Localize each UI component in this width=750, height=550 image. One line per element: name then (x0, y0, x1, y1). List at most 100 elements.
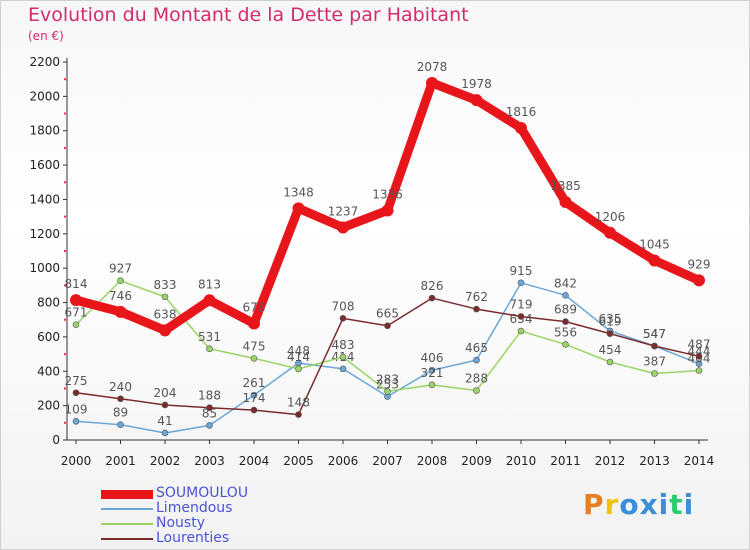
data-point (693, 274, 705, 287)
data-label: 638 (154, 307, 177, 321)
data-label: 475 (243, 339, 266, 353)
data-label: 1348 (283, 185, 314, 199)
data-point (203, 294, 216, 307)
data-label: 414 (287, 350, 310, 364)
y-minor-tick (64, 146, 66, 149)
logo-letter: x (639, 488, 659, 521)
data-point (206, 422, 213, 429)
data-point (606, 330, 614, 337)
data-label: 1237 (328, 204, 359, 218)
data-label: 915 (510, 264, 533, 278)
chart-subtitle: (en €) (28, 29, 64, 43)
data-label: 814 (65, 277, 88, 291)
data-point (206, 345, 213, 353)
data-point (473, 356, 480, 364)
data-point (114, 305, 127, 318)
data-label: 842 (554, 276, 577, 290)
y-tick-label: 1600 (29, 158, 60, 172)
data-point (515, 121, 527, 134)
x-tick-label: 2001 (105, 454, 136, 468)
data-point (517, 313, 525, 320)
data-point (559, 196, 572, 209)
data-label: 253 (376, 378, 399, 392)
data-point (72, 417, 80, 425)
y-tick-label: 2000 (29, 89, 60, 103)
data-point (117, 421, 124, 429)
data-point (117, 395, 124, 403)
data-point (159, 324, 171, 337)
data-label: 483 (332, 338, 355, 352)
data-label: 619 (599, 315, 622, 329)
y-minor-tick (64, 421, 66, 424)
data-label: 746 (109, 289, 132, 303)
x-tick-label: 2008 (417, 454, 448, 468)
data-label: 454 (599, 343, 622, 357)
data-label: 1336 (372, 187, 403, 201)
data-point (206, 404, 213, 411)
y-minor-tick (64, 78, 66, 81)
data-label: 531 (198, 330, 221, 344)
data-point (517, 327, 525, 335)
data-label: 826 (421, 279, 444, 293)
data-point (470, 94, 483, 107)
data-label: 813 (198, 277, 221, 291)
y-minor-tick (64, 353, 66, 356)
data-point (339, 353, 347, 361)
data-label: 762 (465, 290, 488, 304)
data-label: 556 (554, 325, 577, 339)
data-label: 321 (421, 366, 444, 380)
data-label: 448 (287, 344, 310, 358)
chart-title: Evolution du Montant de la Dette par Hab… (28, 4, 469, 26)
data-label: 148 (287, 396, 310, 410)
data-label: 927 (109, 262, 132, 276)
data-point (161, 293, 169, 301)
x-tick-label: 2007 (372, 454, 403, 468)
data-label: 261 (243, 376, 266, 390)
y-minor-tick (64, 284, 66, 287)
y-tick-label: 0 (52, 433, 60, 447)
logo-letter: r (604, 488, 620, 521)
data-label: 671 (65, 306, 88, 320)
x-tick-label: 2012 (595, 454, 626, 468)
data-point (250, 406, 258, 414)
data-label: 719 (510, 297, 533, 311)
data-label: 689 (554, 303, 577, 317)
data-label: 1206 (595, 210, 626, 224)
legend-label: Nousty (156, 515, 205, 531)
data-point (517, 279, 525, 287)
data-label: 1385 (550, 179, 581, 193)
data-point (562, 341, 569, 348)
data-label: 188 (198, 389, 221, 403)
data-point (648, 254, 661, 267)
data-label: 1816 (506, 105, 537, 119)
proxiti-logo: Proxiti (583, 488, 694, 521)
data-label: 275 (65, 374, 88, 388)
data-point (161, 401, 169, 409)
data-label: 85 (202, 406, 217, 420)
y-tick-label: 800 (37, 296, 60, 310)
legend-swatch (101, 523, 153, 525)
y-tick-label: 1200 (29, 227, 60, 241)
x-tick-label: 2011 (550, 454, 581, 468)
y-minor-tick (64, 250, 66, 252)
data-label: 708 (332, 299, 355, 313)
data-label: 283 (376, 372, 399, 386)
data-point (428, 366, 436, 374)
data-point (426, 76, 438, 89)
data-label: 2078 (417, 60, 448, 74)
x-tick-label: 2009 (461, 454, 492, 468)
x-tick-label: 2006 (328, 454, 359, 468)
data-label: 833 (154, 278, 177, 292)
y-tick-label: 1000 (29, 261, 60, 275)
data-point (295, 365, 302, 373)
x-tick-label: 2014 (684, 454, 715, 468)
y-minor-tick (64, 318, 66, 321)
data-point (292, 202, 305, 215)
data-point (161, 429, 169, 437)
data-label: 204 (154, 386, 177, 400)
data-point (384, 322, 391, 330)
data-point (695, 353, 703, 360)
x-tick-label: 2000 (61, 454, 92, 468)
logo-letter: i (683, 488, 695, 521)
